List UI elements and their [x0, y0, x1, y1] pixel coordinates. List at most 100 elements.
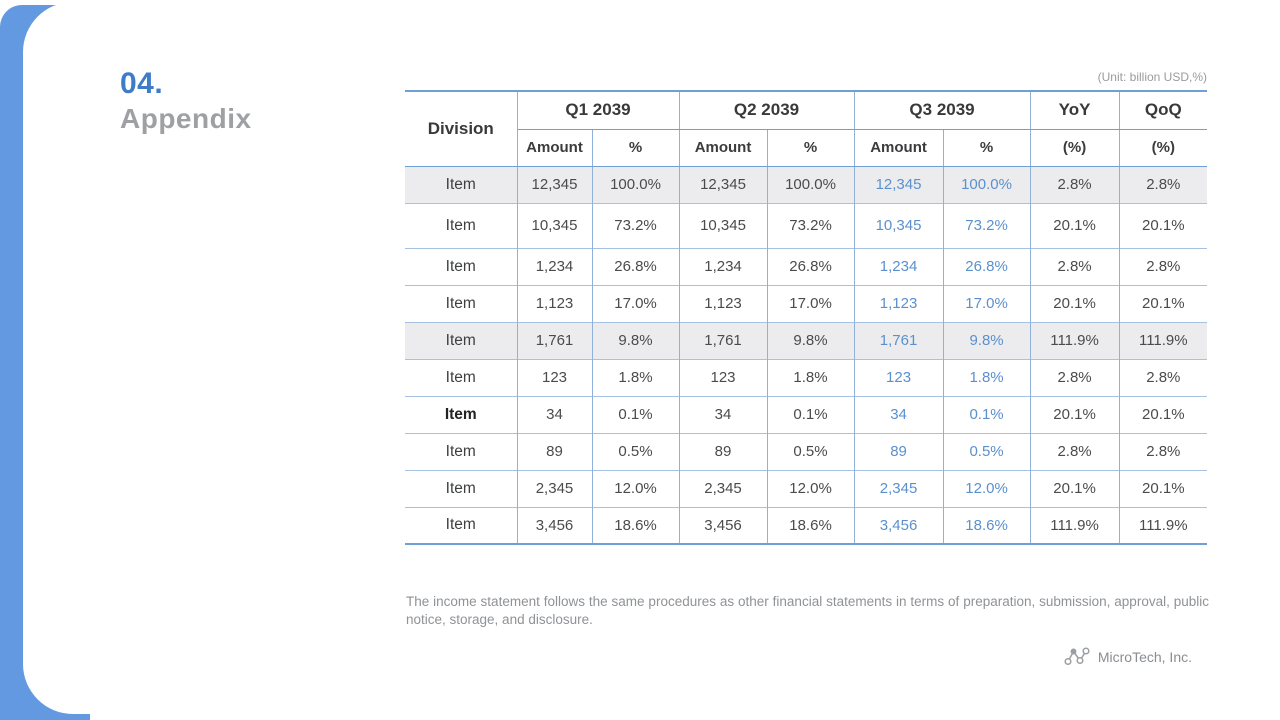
cell-value: 18.6%	[767, 506, 855, 544]
cell-value: 9.8%	[592, 321, 680, 359]
cell-value: 100.0%	[592, 166, 680, 203]
cell-value: 1,234	[854, 247, 944, 285]
subheader-q2-amount: Amount	[679, 129, 768, 167]
section-number: 04.	[120, 67, 164, 100]
cell-value: 1,234	[517, 247, 593, 285]
cell-division: Item	[405, 247, 518, 285]
cell-value: 1,234	[679, 247, 768, 285]
cell-value: 2.8%	[1030, 247, 1120, 285]
header-sub-row: Amount % Amount % Amount % (%) (%)	[405, 129, 1208, 167]
table-row: Item 3,456 18.6% 3,456 18.6% 3,456 18.6%…	[405, 506, 1208, 544]
cell-value: 20.1%	[1119, 469, 1208, 507]
col-header-q2: Q2 2039	[679, 91, 855, 130]
cell-value: 123	[679, 358, 768, 396]
cell-division: Item	[405, 432, 518, 470]
subheader-q3-amount: Amount	[854, 129, 944, 167]
cell-value: 2,345	[854, 469, 944, 507]
subheader-q1-pct: %	[592, 129, 680, 167]
cell-value: 123	[854, 358, 944, 396]
cell-value: 9.8%	[943, 321, 1031, 359]
cell-value: 111.9%	[1119, 506, 1208, 544]
cell-value: 100.0%	[767, 166, 855, 203]
cell-value: 18.6%	[943, 506, 1031, 544]
table-row: Item 34 0.1% 34 0.1% 34 0.1% 20.1% 20.1%	[405, 395, 1208, 433]
subheader-q3-pct: %	[943, 129, 1031, 167]
cell-value: 111.9%	[1119, 321, 1208, 359]
cell-value: 2.8%	[1030, 432, 1120, 470]
cell-value: 1.8%	[592, 358, 680, 396]
subheader-q1-amount: Amount	[517, 129, 593, 167]
footnote-text: The income statement follows the same pr…	[406, 594, 1209, 627]
cell-value: 89	[854, 432, 944, 470]
cell-value: 17.0%	[592, 284, 680, 322]
cell-value: 26.8%	[592, 247, 680, 285]
cell-value: 89	[679, 432, 768, 470]
cell-value: 12.0%	[943, 469, 1031, 507]
cell-division: Item	[405, 506, 518, 544]
cell-division: Item	[405, 166, 518, 203]
cell-value: 0.5%	[767, 432, 855, 470]
cell-value: 20.1%	[1030, 395, 1120, 433]
col-header-yoy: YoY	[1030, 91, 1120, 130]
cell-value: 20.1%	[1030, 202, 1120, 248]
cell-value: 2.8%	[1119, 247, 1208, 285]
cell-value: 0.1%	[592, 395, 680, 433]
cell-value: 10,345	[854, 202, 944, 248]
cell-value: 12,345	[517, 166, 593, 203]
cell-value: 3,456	[517, 506, 593, 544]
cell-value: 3,456	[854, 506, 944, 544]
unit-note: (Unit: billion USD,%)	[1097, 70, 1207, 84]
cell-value: 2.8%	[1119, 166, 1208, 203]
financial-table: Division Q1 2039 Q2 2039 Q3 2039 YoY QoQ…	[405, 90, 1208, 545]
cell-value: 0.1%	[943, 395, 1031, 433]
cell-value: 17.0%	[943, 284, 1031, 322]
cell-value: 111.9%	[1030, 506, 1120, 544]
cell-value: 1.8%	[767, 358, 855, 396]
table-row: Item 1,123 17.0% 1,123 17.0% 1,123 17.0%…	[405, 284, 1208, 322]
cell-value: 2.8%	[1119, 432, 1208, 470]
cell-value: 0.5%	[592, 432, 680, 470]
cell-value: 9.8%	[767, 321, 855, 359]
cell-value: 10,345	[517, 202, 593, 248]
subheader-qoq-pct: (%)	[1119, 129, 1208, 167]
cell-value: 12,345	[854, 166, 944, 203]
cell-value: 34	[854, 395, 944, 433]
table-row: Item 123 1.8% 123 1.8% 123 1.8% 2.8% 2.8…	[405, 358, 1208, 396]
col-header-division: Division	[405, 91, 518, 167]
cell-value: 2.8%	[1030, 166, 1120, 203]
table-row: Item 1,761 9.8% 1,761 9.8% 1,761 9.8% 11…	[405, 321, 1208, 359]
cell-value: 123	[517, 358, 593, 396]
cell-value: 10,345	[679, 202, 768, 248]
cell-division: Item	[405, 395, 518, 433]
cell-value: 18.6%	[592, 506, 680, 544]
cell-value: 2.8%	[1030, 358, 1120, 396]
cell-value: 34	[517, 395, 593, 433]
subheader-q2-pct: %	[767, 129, 855, 167]
cell-value: 73.2%	[592, 202, 680, 248]
cell-value: 12,345	[679, 166, 768, 203]
cell-value: 1,761	[517, 321, 593, 359]
section-title-block: 04. Appendix	[120, 66, 252, 135]
cell-value: 26.8%	[943, 247, 1031, 285]
table-row: Item 12,345 100.0% 12,345 100.0% 12,345 …	[405, 166, 1208, 203]
cell-value: 1,123	[679, 284, 768, 322]
col-header-q1: Q1 2039	[517, 91, 680, 130]
cell-value: 1.8%	[943, 358, 1031, 396]
col-header-q3: Q3 2039	[854, 91, 1031, 130]
molecule-icon	[1063, 646, 1091, 667]
header-group-row: Division Q1 2039 Q2 2039 Q3 2039 YoY QoQ	[405, 91, 1208, 167]
slide-card: 04. Appendix (Unit: billion USD,%) Divis…	[23, 2, 1280, 714]
cell-value: 12.0%	[592, 469, 680, 507]
cell-division: Item	[405, 321, 518, 359]
cell-division: Item	[405, 358, 518, 396]
company-name: MicroTech, Inc.	[1097, 648, 1192, 665]
cell-value: 2.8%	[1119, 358, 1208, 396]
cell-value: 20.1%	[1030, 284, 1120, 322]
table-row: Item 1,234 26.8% 1,234 26.8% 1,234 26.8%…	[405, 247, 1208, 285]
cell-value: 20.1%	[1119, 395, 1208, 433]
page-title: Appendix	[120, 103, 252, 134]
cell-value: 2,345	[517, 469, 593, 507]
cell-value: 20.1%	[1119, 202, 1208, 248]
cell-value: 17.0%	[767, 284, 855, 322]
cell-value: 1,123	[517, 284, 593, 322]
